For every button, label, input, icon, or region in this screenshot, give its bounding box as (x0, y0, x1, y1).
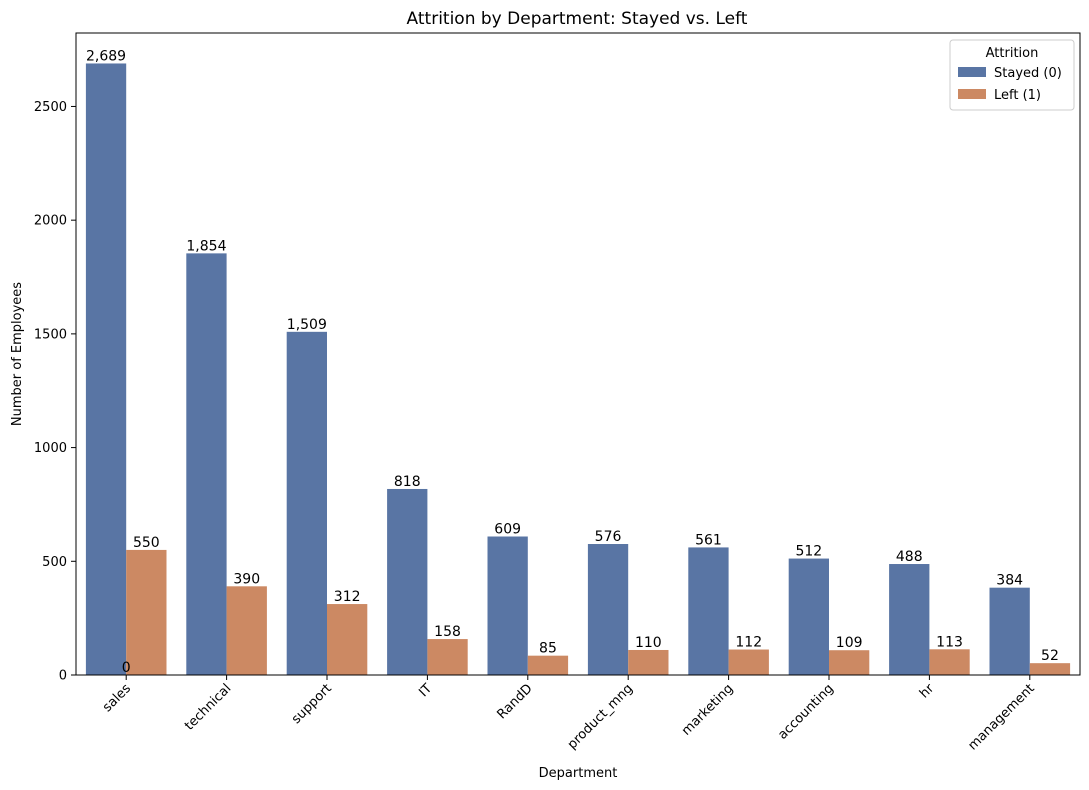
legend-swatch-left (958, 89, 986, 99)
data-label-stayed-marketing: 561 (695, 532, 722, 548)
x-axis: sales technical support IT RandD product_mng m… (100, 675, 1038, 753)
data-label-stayed-management: 384 (996, 573, 1023, 589)
legend-label-left: Left (1) (994, 88, 1041, 103)
data-label-left-randd: 85 (539, 641, 557, 657)
x-tick-label-it: IT (416, 681, 435, 700)
data-labels-layer: 2,689 1,854 1,509 818 609 576 561 512 488 384 550 3… (86, 48, 1059, 676)
y-axis: 0 500 1000 1500 2000 2500 (34, 100, 76, 684)
chart-title: Attrition by Department: Stayed vs. Left (407, 9, 748, 29)
bar-left-accounting (829, 650, 870, 675)
y-axis-title: Number of Employees (10, 282, 25, 426)
legend: Attrition Stayed (0) Left (1) (949, 39, 1075, 111)
bar-stayed-marketing (688, 547, 729, 675)
bar-left-randd (527, 655, 569, 675)
data-label-left-management: 52 (1041, 648, 1059, 664)
bar-stayed-randd (487, 536, 528, 675)
legend-label-stayed: Stayed (0) (994, 66, 1062, 81)
y-tick-label: 2000 (34, 214, 67, 229)
data-label-stayed-technical: 1,854 (186, 238, 226, 254)
bar-left-product-mng (628, 649, 669, 675)
bar-stayed-product-mng (587, 544, 629, 675)
bar-stayed-sales (85, 63, 127, 676)
data-label-left-hr: 113 (936, 634, 963, 650)
y-tick-label: 1500 (34, 327, 67, 342)
data-label-left-accounting: 109 (836, 635, 863, 651)
data-label-stayed-randd: 609 (494, 522, 521, 538)
data-label-stayed-it: 818 (394, 474, 421, 490)
data-label-stayed-product-mng: 576 (595, 529, 622, 545)
data-label-stayed-sales: 2,689 (86, 48, 126, 64)
data-label-left-marketing: 112 (735, 635, 762, 651)
bar-left-hr (929, 649, 970, 675)
x-tick-label-support: support (289, 681, 335, 727)
data-label-stayed-support: 1,509 (287, 317, 327, 333)
bar-stayed-management (989, 587, 1030, 675)
data-label-left-product-mng: 110 (635, 635, 662, 651)
bar-left-technical (226, 586, 267, 675)
plot-area-frame (75, 32, 1081, 676)
x-tick-label-sales: sales (100, 681, 134, 715)
y-tick-label: 0 (59, 669, 67, 684)
y-tick-label: 500 (42, 555, 67, 570)
x-tick-label-randd: RandD (494, 681, 535, 722)
data-label-left-support: 312 (334, 589, 361, 605)
x-tick-label-hr: hr (917, 681, 938, 702)
bar-stayed-support (286, 331, 327, 675)
bar-stayed-accounting (788, 558, 829, 675)
data-label-zero: 0 (122, 660, 131, 676)
x-tick-label-technical: technical (182, 681, 234, 733)
data-label-stayed-accounting: 512 (795, 544, 822, 560)
bar-left-management (1029, 663, 1071, 675)
y-tick-label: 2500 (34, 100, 67, 115)
bar-left-support (327, 604, 368, 675)
data-label-left-it: 158 (434, 624, 461, 640)
x-tick-label-product-mng: product_mng (565, 681, 636, 752)
x-axis-title: Department (539, 766, 618, 781)
x-tick-label-management: management (965, 681, 1037, 753)
bar-stayed-it (387, 488, 428, 675)
data-label-stayed-hr: 488 (896, 549, 923, 565)
y-tick-label: 1000 (34, 441, 67, 456)
bar-left-sales (126, 549, 167, 675)
legend-swatch-stayed (958, 67, 986, 77)
bar-stayed-hr (889, 564, 930, 675)
bar-stayed-technical (186, 253, 227, 676)
bars-layer (85, 63, 1071, 676)
data-label-left-sales: 550 (133, 535, 160, 551)
x-tick-label-marketing: marketing (679, 681, 736, 738)
x-tick-label-accounting: accounting (775, 681, 836, 742)
bar-left-marketing (728, 649, 769, 675)
legend-title: Attrition (986, 46, 1039, 61)
bar-left-it (427, 639, 468, 675)
data-label-left-technical: 390 (233, 571, 260, 587)
